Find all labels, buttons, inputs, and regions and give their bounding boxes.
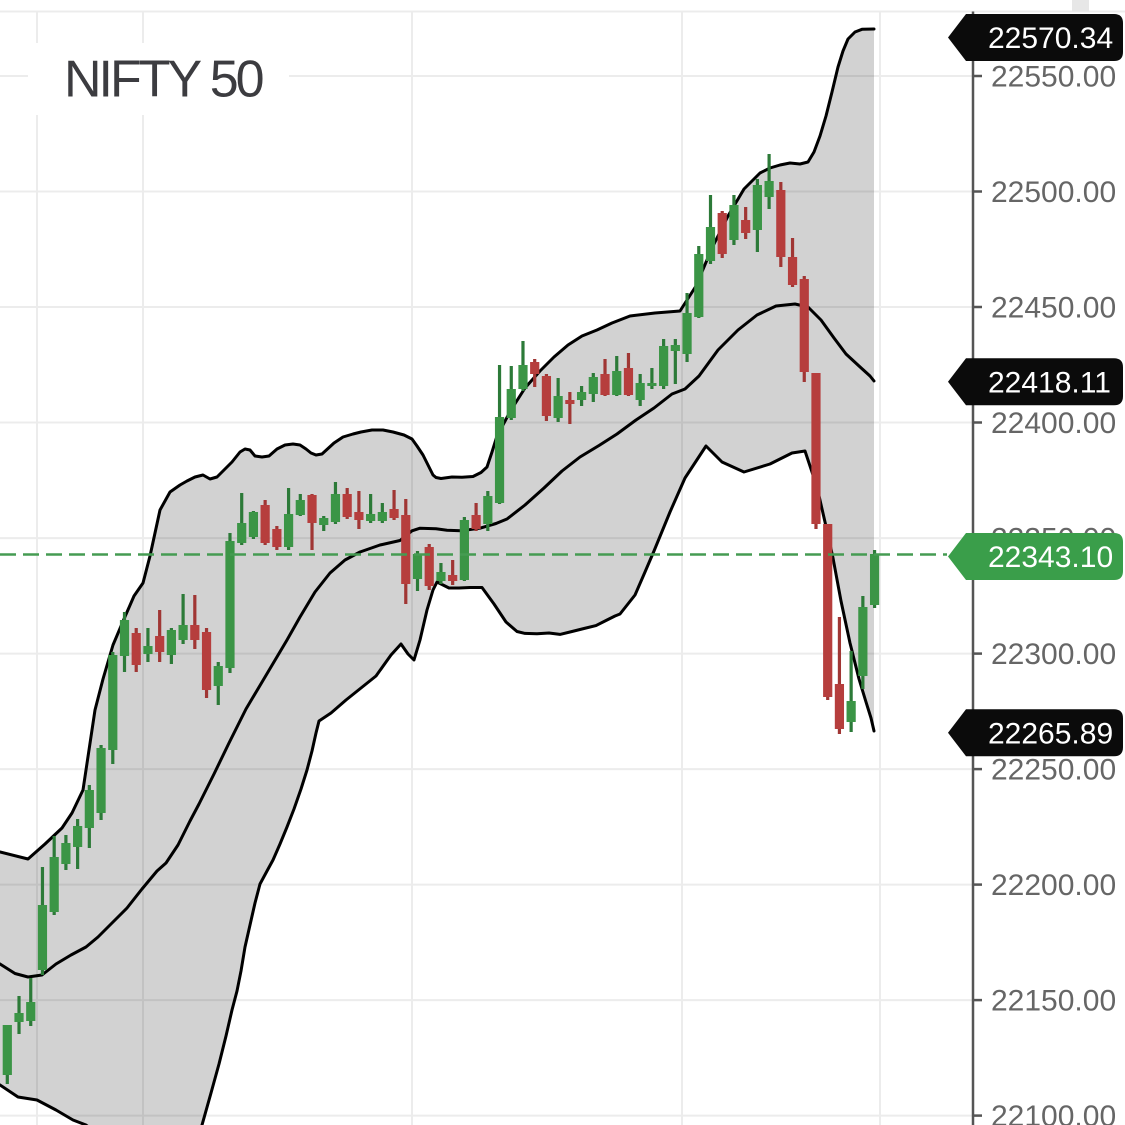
svg-text:22200.00: 22200.00 [991,869,1116,902]
svg-text:22450.00: 22450.00 [991,292,1116,325]
svg-text:22265.89: 22265.89 [988,717,1113,750]
svg-text:22400.00: 22400.00 [991,407,1116,440]
svg-text:NIFTY 50: NIFTY 50 [64,51,263,109]
svg-text:22250.00: 22250.00 [991,754,1116,787]
svg-text:22570.34: 22570.34 [988,22,1113,55]
svg-text:22300.00: 22300.00 [991,638,1116,671]
svg-text:22500.00: 22500.00 [991,176,1116,209]
svg-text:22343.10: 22343.10 [988,541,1113,574]
svg-text:22418.11: 22418.11 [988,366,1111,399]
svg-text:22550.00: 22550.00 [991,61,1116,94]
svg-text:22100.00: 22100.00 [991,1100,1116,1125]
svg-text:22150.00: 22150.00 [991,985,1116,1018]
